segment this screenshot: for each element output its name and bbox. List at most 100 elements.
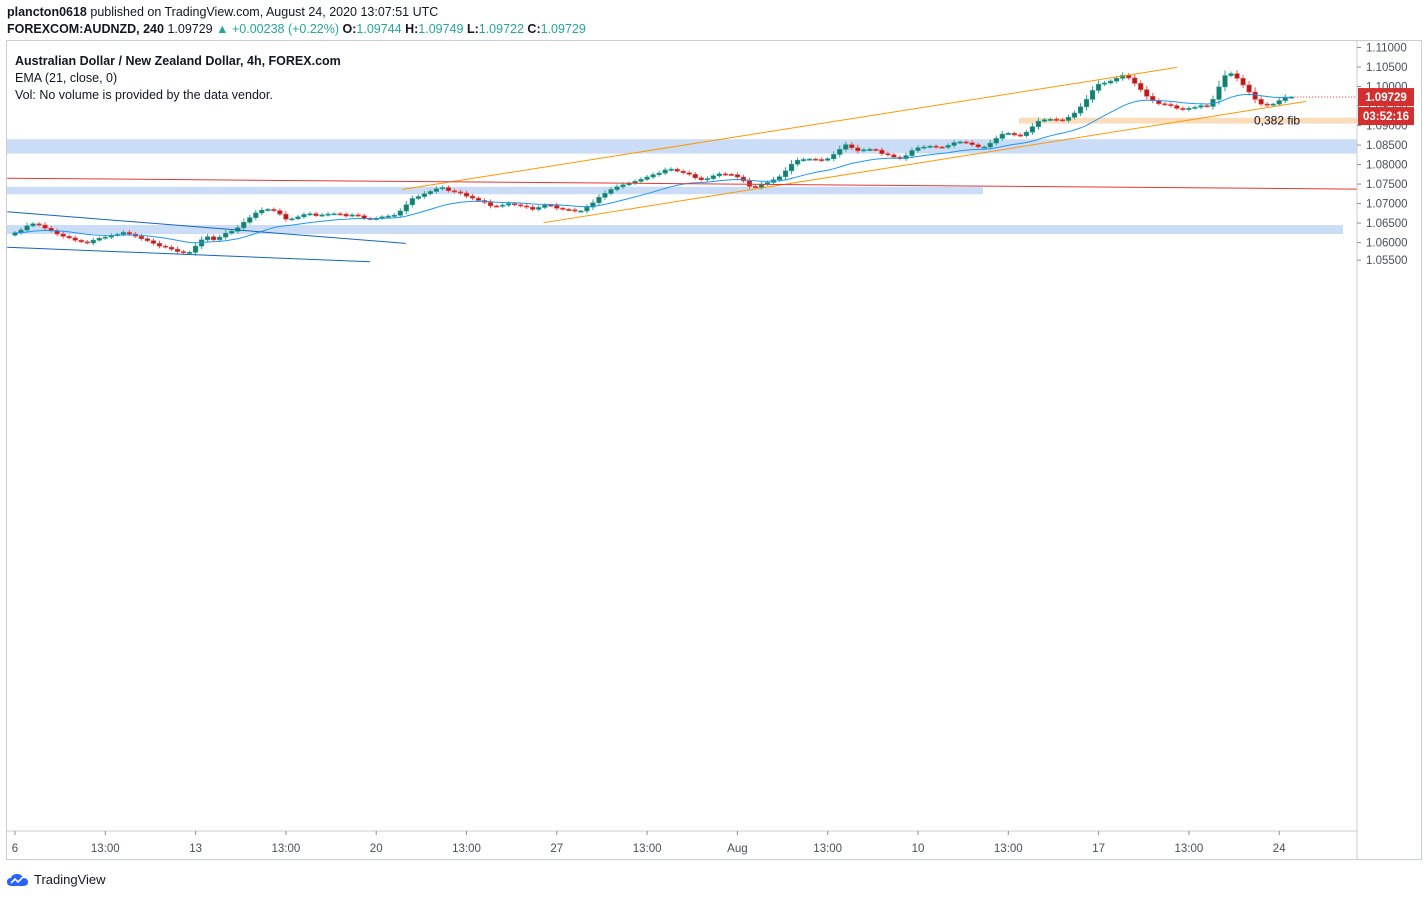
- candle[interactable]: [1053, 117, 1060, 122]
- candle[interactable]: [638, 176, 644, 184]
- candle[interactable]: [1011, 131, 1017, 137]
- candle[interactable]: [909, 147, 915, 159]
- wedge-lower-line[interactable]: [7, 246, 371, 263]
- candle[interactable]: [1023, 129, 1029, 138]
- candle[interactable]: [1270, 102, 1276, 107]
- candle[interactable]: [463, 190, 470, 199]
- candle[interactable]: [1198, 103, 1204, 109]
- candle[interactable]: [186, 250, 193, 255]
- candle[interactable]: [307, 211, 313, 217]
- candle[interactable]: [1234, 70, 1240, 82]
- candle[interactable]: [361, 213, 367, 221]
- candle[interactable]: [662, 167, 668, 176]
- candle[interactable]: [1216, 80, 1222, 105]
- candle[interactable]: [885, 151, 891, 157]
- channel-upper-line[interactable]: [402, 66, 1177, 191]
- candle[interactable]: [680, 169, 686, 175]
- candle[interactable]: [1180, 106, 1186, 112]
- candle[interactable]: [60, 231, 66, 239]
- candle[interactable]: [223, 230, 229, 240]
- candle[interactable]: [301, 212, 307, 219]
- candle[interactable]: [84, 240, 90, 245]
- candle[interactable]: [788, 159, 795, 175]
- candle[interactable]: [1102, 80, 1108, 87]
- candle[interactable]: [66, 234, 72, 240]
- tradingview-logo[interactable]: TradingView: [7, 872, 106, 887]
- candle[interactable]: [379, 215, 385, 220]
- candle[interactable]: [1240, 74, 1246, 88]
- candle[interactable]: [1174, 103, 1180, 111]
- candle[interactable]: [999, 130, 1005, 142]
- candle[interactable]: [572, 207, 578, 213]
- candle[interactable]: [861, 148, 867, 153]
- candle[interactable]: [500, 203, 506, 208]
- candle[interactable]: [632, 179, 638, 186]
- candle[interactable]: [78, 238, 84, 244]
- candle[interactable]: [536, 205, 542, 212]
- candle[interactable]: [740, 174, 747, 183]
- candle[interactable]: [566, 207, 572, 212]
- candle[interactable]: [722, 171, 728, 176]
- candle[interactable]: [1186, 106, 1192, 112]
- candle[interactable]: [211, 234, 217, 242]
- candle[interactable]: [1228, 71, 1234, 78]
- candle[interactable]: [469, 193, 476, 201]
- candle[interactable]: [614, 184, 620, 192]
- candle[interactable]: [156, 240, 163, 249]
- candle[interactable]: [144, 237, 151, 242]
- candle[interactable]: [1059, 118, 1066, 122]
- candle[interactable]: [921, 144, 927, 150]
- candle[interactable]: [554, 202, 560, 211]
- candle[interactable]: [1144, 85, 1150, 100]
- candle[interactable]: [975, 142, 981, 149]
- candle[interactable]: [168, 245, 175, 251]
- candle[interactable]: [813, 157, 819, 161]
- candle[interactable]: [24, 222, 30, 233]
- candle[interactable]: [831, 151, 837, 162]
- candle[interactable]: [457, 189, 464, 195]
- candle[interactable]: [698, 175, 704, 182]
- candle[interactable]: [1156, 98, 1162, 106]
- candle[interactable]: [734, 172, 740, 180]
- candle[interactable]: [102, 235, 108, 240]
- candle[interactable]: [1168, 102, 1174, 108]
- candle[interactable]: [259, 207, 265, 216]
- candle[interactable]: [391, 213, 397, 218]
- candle[interactable]: [981, 145, 987, 149]
- candle[interactable]: [710, 173, 716, 181]
- candle[interactable]: [746, 177, 753, 190]
- candle[interactable]: [30, 222, 36, 228]
- candle[interactable]: [849, 142, 855, 150]
- wedge-upper-line[interactable]: [7, 211, 406, 244]
- candle[interactable]: [1204, 104, 1210, 108]
- candle[interactable]: [933, 144, 939, 149]
- candle[interactable]: [96, 236, 102, 242]
- candle[interactable]: [650, 172, 656, 179]
- candle[interactable]: [319, 213, 325, 218]
- resistance-line[interactable]: [7, 177, 1358, 190]
- lower-zone[interactable]: [7, 225, 1343, 235]
- candle[interactable]: [807, 158, 813, 161]
- candle[interactable]: [1126, 73, 1132, 80]
- candle[interactable]: [855, 144, 861, 154]
- candle[interactable]: [1222, 70, 1228, 92]
- candle[interactable]: [1077, 103, 1084, 117]
- candle[interactable]: [433, 186, 440, 194]
- candle[interactable]: [656, 170, 662, 177]
- candle[interactable]: [241, 218, 247, 231]
- candle[interactable]: [349, 213, 355, 218]
- candle[interactable]: [927, 144, 933, 149]
- candle[interactable]: [590, 199, 596, 210]
- candle[interactable]: [1065, 114, 1072, 123]
- candle[interactable]: [1029, 123, 1035, 135]
- candle[interactable]: [584, 204, 590, 214]
- candle[interactable]: [313, 211, 319, 218]
- candle[interactable]: [987, 139, 993, 150]
- candle[interactable]: [668, 167, 674, 172]
- candle[interactable]: [90, 237, 96, 246]
- candle[interactable]: [602, 190, 608, 200]
- candle[interactable]: [1005, 132, 1011, 136]
- candle[interactable]: [403, 200, 409, 215]
- candle[interactable]: [1264, 102, 1270, 107]
